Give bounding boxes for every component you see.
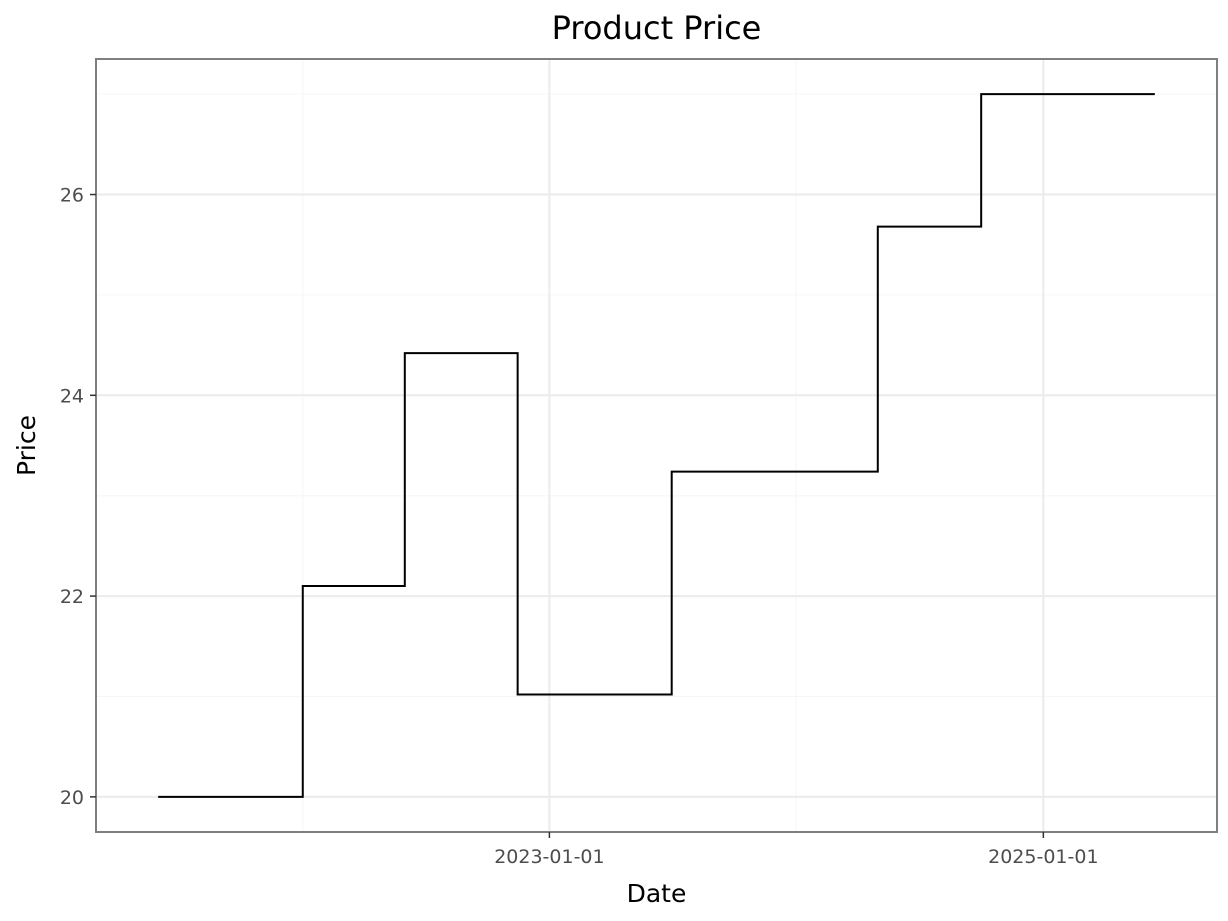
plot-panel-border xyxy=(95,58,1218,833)
y-tick-label: 20 xyxy=(60,787,84,809)
series-layer xyxy=(158,93,1155,798)
y-tick-label: 24 xyxy=(60,385,84,407)
chart-title: Product Price xyxy=(552,9,762,47)
y-tick-label: 22 xyxy=(60,586,84,608)
y-axis-ticks: 20 22 24 26 xyxy=(60,185,96,809)
x-tick-label: 2025-01-01 xyxy=(988,846,1098,868)
x-axis-title: Date xyxy=(627,879,687,908)
series-line xyxy=(158,93,1155,798)
x-axis-ticks: 2023-01-01 2025-01-01 xyxy=(494,832,1099,868)
y-tick-label: 26 xyxy=(60,185,84,207)
x-tick-label: 2023-01-01 xyxy=(494,846,604,868)
y-axis-title: Price xyxy=(12,415,41,476)
